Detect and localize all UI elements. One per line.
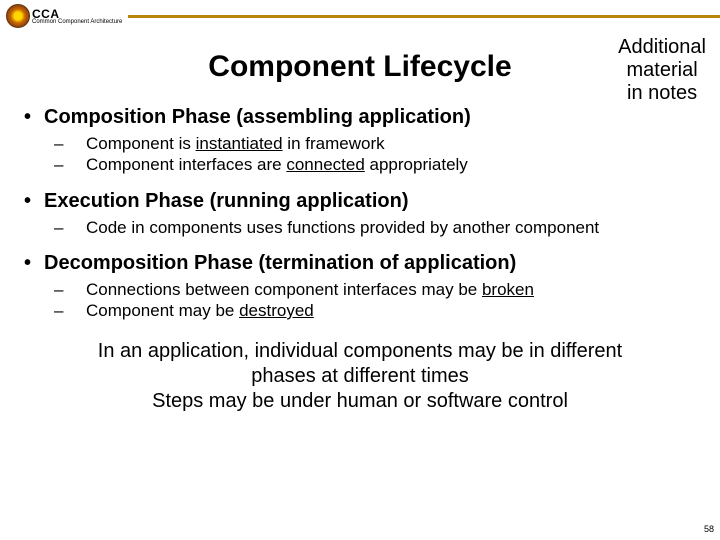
section-heading: •Decomposition Phase (termination of app… <box>24 252 696 275</box>
page-number: 58 <box>704 524 714 534</box>
list-item: –Code in components uses functions provi… <box>70 217 696 238</box>
text-pre: Connections between component interfaces… <box>86 280 482 299</box>
header-bar: CCA Common Component Architecture <box>0 0 720 28</box>
text-highlight: connected <box>286 155 364 174</box>
cca-logo-icon <box>6 4 30 28</box>
section-heading-text: Decomposition Phase (termination of appl… <box>44 252 516 274</box>
side-note-line: Additional <box>618 36 706 58</box>
sub-list: –Code in components uses functions provi… <box>70 217 696 238</box>
side-note-line: material <box>627 59 698 81</box>
side-note-line: in notes <box>627 82 697 104</box>
footer-line: Steps may be under human or software con… <box>152 390 568 412</box>
list-item: –Component is instantiated in framework <box>70 133 696 154</box>
footer-line: In an application, individual components… <box>98 340 622 387</box>
sub-list: –Connections between component interface… <box>70 279 696 322</box>
sub-list: –Component is instantiated in framework … <box>70 133 696 176</box>
text-pre: Code in components uses functions provid… <box>86 218 599 237</box>
content-area: •Composition Phase (assembling applicati… <box>0 84 720 414</box>
footer-text: In an application, individual components… <box>24 339 696 414</box>
text-highlight: instantiated <box>196 134 283 153</box>
section-heading: •Execution Phase (running application) <box>24 190 696 213</box>
list-item: –Component may be destroyed <box>70 300 696 321</box>
list-item: –Component interfaces are connected appr… <box>70 154 696 175</box>
section-heading-text: Composition Phase (assembling applicatio… <box>44 106 471 128</box>
side-note: Additional material in notes <box>618 36 706 105</box>
text-pre: Component may be <box>86 301 239 320</box>
title-row: Component Lifecycle Additional material … <box>0 38 720 84</box>
header-subtitle: Common Component Architecture <box>32 19 122 25</box>
header-text: CCA Common Component Architecture <box>32 8 122 25</box>
text-pre: Component is <box>86 134 196 153</box>
text-pre: Component interfaces are <box>86 155 286 174</box>
section-heading-text: Execution Phase (running application) <box>44 190 408 212</box>
text-post: in framework <box>283 134 385 153</box>
header-rule <box>128 15 720 18</box>
text-highlight: broken <box>482 280 534 299</box>
section-heading: •Composition Phase (assembling applicati… <box>24 106 696 129</box>
list-item: –Connections between component interface… <box>70 279 696 300</box>
page-title: Component Lifecycle <box>208 50 511 84</box>
text-post: appropriately <box>365 155 468 174</box>
text-highlight: destroyed <box>239 301 314 320</box>
